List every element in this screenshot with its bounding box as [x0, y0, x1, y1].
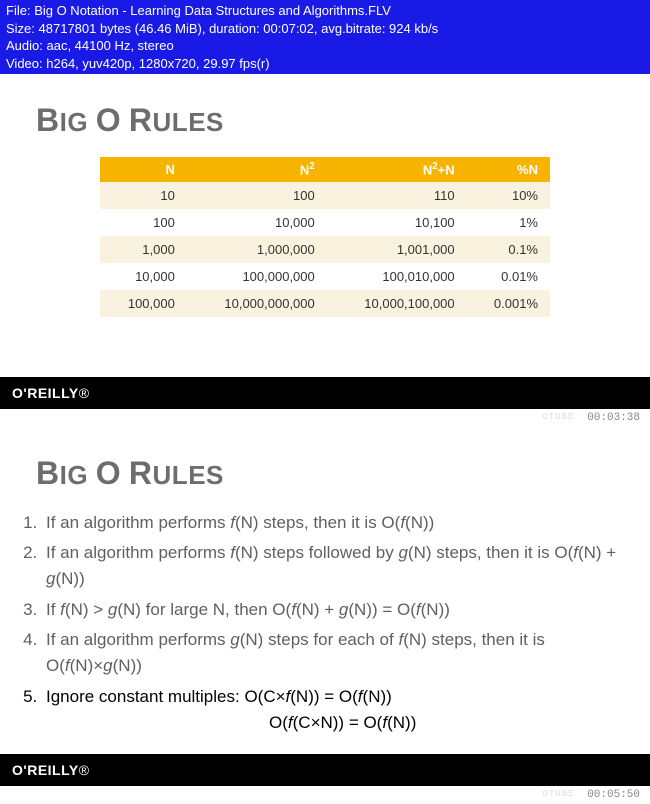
cell: 100 [100, 209, 187, 236]
cell: 10,000,000,000 [187, 290, 327, 317]
table-row: 1,000 1,000,000 1,001,000 0.1% [100, 236, 550, 263]
table-row: 100,000 10,000,000,000 10,000,100,000 0.… [100, 290, 550, 317]
cell: 10 [100, 182, 187, 209]
complexity-table-wrap: N N2 N2+N %N 10 100 110 10% 100 10,000 1… [100, 157, 550, 316]
file-line: File: Big O Notation - Learning Data Str… [6, 2, 644, 20]
rule-3: If f(N) > g(N) for large N, then O(f(N) … [42, 597, 630, 623]
size-value: 48717801 bytes (46.46 MiB), duration: 00… [39, 21, 439, 36]
cell: 0.1% [467, 236, 550, 263]
title-cap: B [36, 102, 60, 138]
table-row: 10,000 100,000,000 100,010,000 0.01% [100, 263, 550, 290]
cell: 0.001% [467, 290, 550, 317]
cell: 110 [327, 182, 467, 209]
table-row: 10 100 110 10% [100, 182, 550, 209]
col-n2n: N2+N [327, 157, 467, 181]
title-cap: O [96, 455, 121, 491]
timestamp-row-2: OTUBE 00:05:50 [0, 786, 650, 804]
timestamp: 00:03:38 [587, 412, 640, 424]
title-cap: R [129, 455, 153, 491]
col-pct: %N [467, 157, 550, 181]
title-part: IG [60, 107, 88, 137]
cell: 0.01% [467, 263, 550, 290]
cell: 1,001,000 [327, 236, 467, 263]
cell: 100,010,000 [327, 263, 467, 290]
video-value: h264, yuv420p, 1280x720, 29.97 fps(r) [46, 56, 269, 71]
cell: 10,000,100,000 [327, 290, 467, 317]
size-label: Size: [6, 21, 35, 36]
slide-2-title: BIG O RULES [36, 455, 650, 492]
title-cap: R [129, 102, 153, 138]
cell: 1,000,000 [187, 236, 327, 263]
col-n: N [100, 157, 187, 181]
title-cap: B [36, 455, 60, 491]
rule-2: If an algorithm performs f(N) steps foll… [42, 540, 630, 593]
slide-2: BIG O RULES If an algorithm performs f(N… [0, 427, 650, 804]
rule-5-line2: O(f(C×N)) = O(f(N)) [269, 710, 630, 736]
file-name: Big O Notation - Learning Data Structure… [34, 3, 391, 18]
cell: 10% [467, 182, 550, 209]
col-n2: N2 [187, 157, 327, 181]
table-row: 100 10,000 10,100 1% [100, 209, 550, 236]
timestamp: 00:05:50 [587, 789, 640, 801]
title-cap: O [96, 102, 121, 138]
title-part: ULES [153, 460, 224, 490]
cell: 100 [187, 182, 327, 209]
slide-1: BIG O RULES N N2 N2+N %N 10 100 110 10% [0, 74, 650, 426]
audio-label: Audio: [6, 38, 43, 53]
cell: 10,000 [100, 263, 187, 290]
oreilly-text: O'REILLY [12, 762, 79, 778]
cell: 100,000 [100, 290, 187, 317]
cell: 1% [467, 209, 550, 236]
timestamp-row-1: OTUBE 00:03:38 [0, 409, 650, 427]
rule-1: If an algorithm performs f(N) steps, the… [42, 510, 630, 536]
rules-list: If an algorithm performs f(N) steps, the… [42, 510, 630, 737]
oreilly-bar-2: O'REILLY® [0, 754, 650, 786]
rule-4: If an algorithm performs g(N) steps for … [42, 627, 630, 680]
file-info-header: File: Big O Notation - Learning Data Str… [0, 0, 650, 74]
size-line: Size: 48717801 bytes (46.46 MiB), durati… [6, 20, 644, 38]
oreilly-bar-1: O'REILLY® [0, 377, 650, 409]
cell: 1,000 [100, 236, 187, 263]
audio-value: aac, 44100 Hz, stereo [47, 38, 174, 53]
slide-1-title: BIG O RULES [36, 102, 650, 139]
cell: 100,000,000 [187, 263, 327, 290]
table-header-row: N N2 N2+N %N [100, 157, 550, 181]
oreilly-text: O'REILLY [12, 385, 79, 401]
cell: 10,100 [327, 209, 467, 236]
file-label: File: [6, 3, 31, 18]
cell: 10,000 [187, 209, 327, 236]
audio-line: Audio: aac, 44100 Hz, stereo [6, 37, 644, 55]
title-part: ULES [153, 107, 224, 137]
video-label: Video: [6, 56, 43, 71]
title-part: IG [60, 460, 88, 490]
watermark: OTUBE [543, 789, 575, 799]
complexity-table: N N2 N2+N %N 10 100 110 10% 100 10,000 1… [100, 157, 550, 316]
rule-5: Ignore constant multiples: O(C×f(N)) = O… [42, 684, 630, 737]
video-line: Video: h264, yuv420p, 1280x720, 29.97 fp… [6, 55, 644, 73]
watermark: OTUBE [543, 412, 575, 422]
